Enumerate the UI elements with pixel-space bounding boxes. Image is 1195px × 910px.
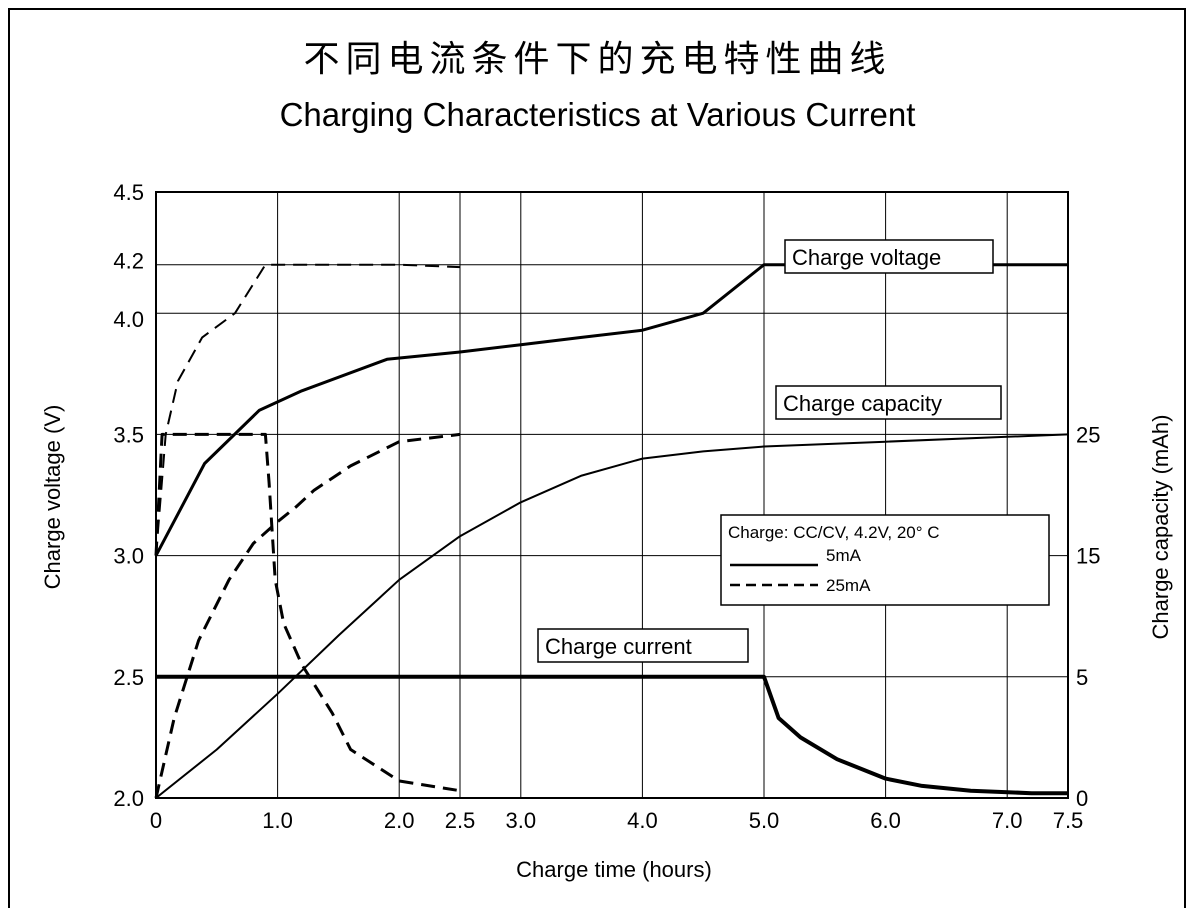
y-left-tick-label: 4.2 bbox=[113, 249, 144, 274]
plot-grid bbox=[156, 192, 1068, 798]
series-layer bbox=[154, 263, 1069, 799]
y-left-tick-label: 2.5 bbox=[113, 665, 144, 690]
plot-border bbox=[155, 191, 1069, 799]
x-tick-label: 3.0 bbox=[506, 808, 537, 833]
chart-title-chinese: 不同电流条件下的充电特性曲线 bbox=[303, 39, 892, 80]
x-tick-label: 4.0 bbox=[627, 808, 658, 833]
x-tick-label: 7.5 bbox=[1053, 808, 1084, 833]
chart-frame bbox=[8, 8, 1186, 908]
y-axis-label-right: Charge capacity (mAh) bbox=[1148, 415, 1173, 640]
annotation-charge-current: Charge current bbox=[537, 628, 749, 663]
legend-label-25ma: 25mA bbox=[826, 576, 871, 595]
legend-label-5ma: 5mA bbox=[826, 546, 862, 565]
y-axis-label-left: Charge voltage (V) bbox=[40, 405, 65, 590]
annotation-charge-capacity: Charge capacity bbox=[775, 385, 1002, 420]
y-right-tick-label: 5 bbox=[1076, 665, 1088, 690]
legend-title: Charge: CC/CV, 4.2V, 20° C bbox=[728, 523, 940, 542]
annotation-box bbox=[784, 239, 994, 274]
tick-labels: 0 1.0 2.0 2.5 3.0 4.0 5.0 6.0 7.0 7.5 2.0 2.5 3.0 3.5… bbox=[113, 180, 1100, 833]
annotation-text: Charge voltage bbox=[792, 245, 941, 270]
x-tick-label: 6.0 bbox=[870, 808, 901, 833]
series-line-5ma-charge-current bbox=[156, 674, 1068, 796]
x-tick-label: 2.5 bbox=[445, 808, 476, 833]
y-left-tick-label: 3.5 bbox=[113, 422, 144, 447]
legend: Charge: CC/CV, 4.2V, 20° C 5mA 25mA bbox=[720, 514, 1050, 606]
annotation-box bbox=[775, 385, 1002, 420]
x-tick-label: 0 bbox=[150, 808, 162, 833]
y-left-tick-label: 4.5 bbox=[113, 180, 144, 205]
x-axis-label: Charge time (hours) bbox=[516, 857, 712, 882]
annotation-text: Charge capacity bbox=[783, 391, 942, 416]
series-line-5ma-charge-capacity bbox=[155, 433, 1069, 799]
chart-title-english: Charging Characteristics at Various Curr… bbox=[279, 96, 916, 133]
legend-box bbox=[720, 514, 1050, 606]
series-line-5ma-charge-voltage bbox=[154, 263, 1068, 557]
annotation-charge-voltage: Charge voltage bbox=[784, 239, 994, 274]
series-line-25ma-charge-capacity bbox=[154, 432, 461, 799]
x-tick-label: 1.0 bbox=[262, 808, 293, 833]
y-right-tick-label: 0 bbox=[1076, 786, 1088, 811]
annotation-text: Charge current bbox=[545, 634, 692, 659]
y-left-tick-label: 4.0 bbox=[113, 307, 144, 332]
series-line-25ma-charge-voltage bbox=[155, 263, 461, 556]
x-tick-label: 7.0 bbox=[992, 808, 1023, 833]
series-line-25ma-charge-current bbox=[154, 432, 461, 793]
y-left-tick-label: 3.0 bbox=[113, 544, 144, 569]
y-right-tick-label: 15 bbox=[1076, 544, 1100, 569]
x-tick-label: 5.0 bbox=[749, 808, 780, 833]
x-tick-label: 2.0 bbox=[384, 808, 415, 833]
y-right-tick-label: 25 bbox=[1076, 422, 1100, 447]
y-left-tick-label: 2.0 bbox=[113, 786, 144, 811]
annotation-box bbox=[537, 628, 749, 663]
